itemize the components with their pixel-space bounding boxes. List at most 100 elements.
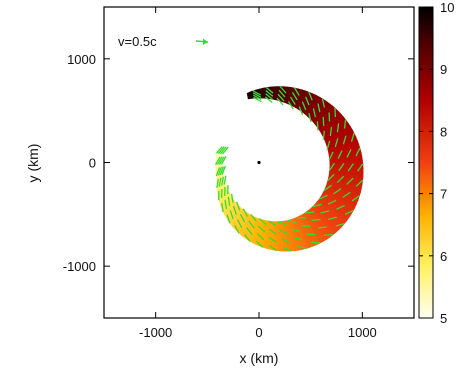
- velocity-arrow: [282, 246, 292, 252]
- heat-cell: [321, 192, 354, 216]
- heat-cell: [229, 207, 244, 226]
- heat-cell: [227, 205, 242, 224]
- heat-cell: [282, 220, 292, 252]
- velocity-arrow: [257, 225, 266, 233]
- colorbar-tick-label: 6: [440, 249, 447, 264]
- heat-cell: [313, 202, 343, 231]
- velocity-arrow: [327, 199, 337, 205]
- heat-cell: [216, 183, 227, 191]
- velocity-arrow: [293, 87, 300, 96]
- colorbar-tick-label: 8: [440, 124, 447, 139]
- velocity-arrow: [355, 147, 361, 157]
- velocity-arrow: [317, 226, 327, 229]
- heat-cell: [246, 216, 258, 242]
- heat-cell: [296, 216, 314, 248]
- heat-cell: [224, 202, 238, 218]
- heat-cell: [312, 105, 336, 125]
- velocity-arrow: [223, 175, 227, 185]
- heat-cell: [298, 214, 317, 247]
- velocity-arrow: [308, 91, 313, 101]
- heat-cell: [327, 144, 361, 154]
- velocity-arrow: [221, 176, 225, 186]
- heat-cell: [302, 212, 324, 244]
- velocity-arrow: [326, 140, 331, 150]
- velocity-arrow: [342, 191, 351, 198]
- x-axis-label: x (km): [240, 350, 279, 366]
- velocity-arrow: [248, 220, 255, 229]
- heat-cell: [320, 119, 349, 136]
- velocity-arrow: [250, 213, 257, 222]
- velocity-arrow: [281, 238, 291, 244]
- velocity-arrow: [334, 138, 339, 148]
- velocity-arrow: [265, 90, 274, 97]
- heat-cell: [280, 220, 288, 252]
- velocity-arrow: [324, 233, 334, 237]
- velocity-arrow: [265, 93, 273, 100]
- velocity-arrow: [218, 156, 225, 165]
- velocity-arrow: [317, 103, 321, 113]
- heat-cell: [293, 217, 310, 250]
- velocity-arrow: [297, 245, 307, 250]
- velocity-arrow: [279, 85, 287, 94]
- colorbar-tick-label: 10: [440, 0, 454, 15]
- heat-cell: [284, 87, 296, 105]
- heat-cell: [221, 198, 235, 213]
- velocity-arrow: [319, 194, 328, 200]
- velocity-arrow: [287, 101, 294, 110]
- center-point: [257, 160, 261, 165]
- velocity-arrow: [246, 227, 253, 236]
- velocity-arrow: [337, 150, 343, 160]
- velocity-arrow: [322, 130, 326, 140]
- heat-cell: [324, 129, 355, 144]
- heat-cell: [218, 192, 231, 204]
- velocity-arrow: [336, 175, 345, 184]
- heat-cell: [300, 213, 321, 246]
- velocity-arrow: [234, 224, 240, 234]
- velocity-arrow: [287, 219, 297, 224]
- velocity-arrow: [301, 225, 311, 228]
- heat-cell: [304, 211, 328, 242]
- colorbar-ticks: 5 6 7 8 9 10: [419, 0, 454, 326]
- velocity-arrow: [328, 151, 334, 161]
- heat-cell: [287, 87, 300, 106]
- velocity-arrow: [258, 217, 267, 226]
- velocity-arrow: [256, 233, 265, 241]
- heat-cell: [217, 190, 230, 201]
- velocity-arrow: [357, 163, 364, 172]
- heat-cell: [225, 204, 240, 221]
- velocity-arrow: [218, 146, 225, 155]
- x-tick-label: -1000: [139, 325, 172, 340]
- heat-cell: [317, 198, 348, 225]
- heat-cell: [306, 209, 331, 240]
- colorbar-tick-label: 7: [440, 187, 447, 202]
- velocity-arrow: [289, 96, 296, 105]
- heat-cell: [304, 96, 324, 117]
- velocity-arrow: [268, 228, 277, 235]
- velocity-arrow: [244, 233, 251, 242]
- heat-cell: [328, 148, 362, 156]
- heat-cell: [322, 122, 352, 139]
- x-tick-label: 0: [255, 325, 262, 340]
- velocity-arrow: [252, 90, 262, 96]
- y-tick-label: 1000: [67, 52, 96, 67]
- velocity-arrow: [219, 166, 224, 176]
- velocity-arrow: [236, 201, 241, 211]
- velocity-arrow: [323, 184, 333, 191]
- heat-cell: [310, 102, 333, 123]
- velocity-arrow: [311, 218, 321, 222]
- velocity-arrow: [290, 228, 300, 232]
- velocity-arrow: [312, 108, 317, 118]
- velocity-arrow: [232, 205, 237, 215]
- velocity-arrow: [296, 216, 306, 219]
- heat-cell: [320, 194, 352, 219]
- heat-cell: [325, 183, 360, 201]
- heat-cell: [329, 155, 363, 162]
- velocity-arrow: [222, 146, 229, 155]
- velocity-arrow: [253, 94, 262, 101]
- velocity-arrow: [335, 222, 345, 227]
- velocity-arrow: [346, 177, 354, 185]
- heat-cell: [220, 196, 234, 210]
- velocity-arrow: [242, 208, 249, 217]
- velocity-arrow: [350, 132, 355, 142]
- velocity-arrow: [217, 166, 223, 176]
